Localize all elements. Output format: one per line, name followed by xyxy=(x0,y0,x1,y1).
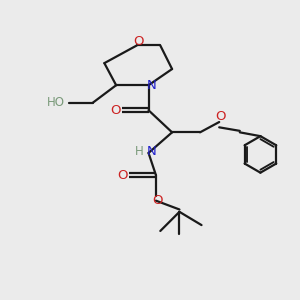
Text: N: N xyxy=(147,145,157,158)
Text: O: O xyxy=(110,104,121,117)
Text: O: O xyxy=(133,35,143,48)
Text: H: H xyxy=(135,145,143,158)
Text: N: N xyxy=(147,79,157,92)
Text: O: O xyxy=(118,169,128,182)
Text: HO: HO xyxy=(47,96,65,110)
Text: O: O xyxy=(215,110,226,123)
Text: O: O xyxy=(152,194,163,207)
